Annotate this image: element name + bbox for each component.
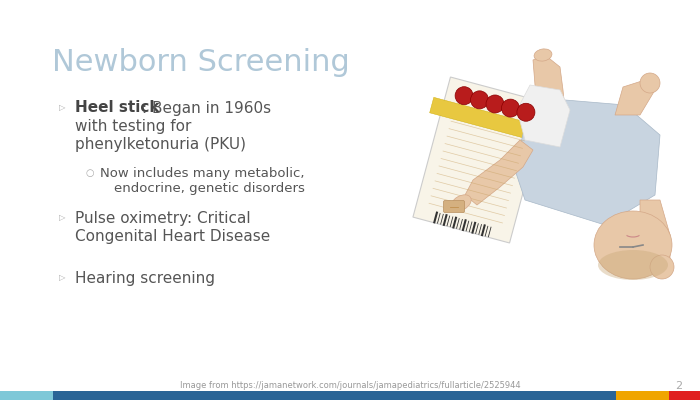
Polygon shape <box>533 55 565 115</box>
Text: Image from https://jamanetwork.com/journals/jamapediatrics/fullarticle/2525944: Image from https://jamanetwork.com/journ… <box>180 382 520 390</box>
FancyBboxPatch shape <box>430 97 531 139</box>
FancyBboxPatch shape <box>413 77 547 243</box>
Text: ▷: ▷ <box>59 214 66 222</box>
Text: ▷: ▷ <box>59 104 66 112</box>
Circle shape <box>470 91 489 109</box>
Circle shape <box>486 95 504 113</box>
Text: Congenital Heart Disease: Congenital Heart Disease <box>75 228 270 244</box>
Text: Pulse oximetry: Critical: Pulse oximetry: Critical <box>75 210 251 226</box>
Text: 2: 2 <box>676 381 682 391</box>
Polygon shape <box>517 85 570 147</box>
Text: endocrine, genetic disorders: endocrine, genetic disorders <box>114 182 305 196</box>
Text: with testing for: with testing for <box>75 118 191 134</box>
Circle shape <box>517 103 535 121</box>
Ellipse shape <box>598 250 668 280</box>
Polygon shape <box>615 80 655 115</box>
Circle shape <box>640 73 660 93</box>
Text: Now includes many metabolic,: Now includes many metabolic, <box>100 166 304 180</box>
Text: ○: ○ <box>85 168 94 178</box>
Ellipse shape <box>534 49 552 61</box>
Polygon shape <box>465 140 533 205</box>
Circle shape <box>501 99 519 117</box>
Ellipse shape <box>594 211 672 279</box>
Text: phenylketonuria (PKU): phenylketonuria (PKU) <box>75 136 246 152</box>
Polygon shape <box>640 200 670 263</box>
Polygon shape <box>515 100 660 225</box>
Text: Hearing screening: Hearing screening <box>75 270 215 286</box>
Circle shape <box>455 87 473 105</box>
Text: Heel stick: Heel stick <box>75 100 160 116</box>
Text: : Began in 1960s: : Began in 1960s <box>142 100 271 116</box>
Text: Newborn Screening: Newborn Screening <box>52 48 350 77</box>
Circle shape <box>650 255 674 279</box>
Ellipse shape <box>451 195 471 211</box>
Text: ▷: ▷ <box>59 274 66 282</box>
FancyBboxPatch shape <box>444 200 465 212</box>
